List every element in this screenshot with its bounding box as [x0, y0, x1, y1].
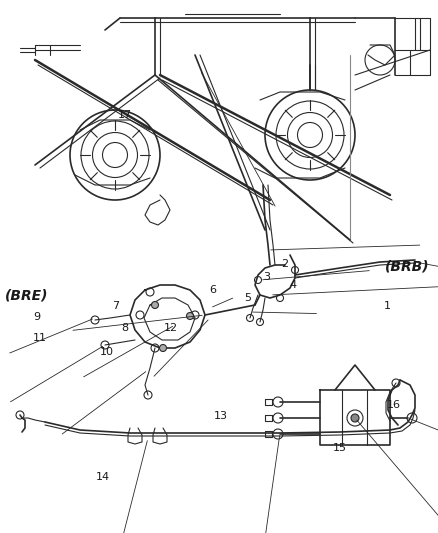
Text: 10: 10 [100, 347, 114, 357]
Text: 17: 17 [118, 110, 132, 119]
Text: (BRE): (BRE) [4, 289, 48, 303]
Text: 11: 11 [32, 334, 46, 343]
Text: 6: 6 [209, 286, 216, 295]
Circle shape [152, 302, 159, 309]
Circle shape [351, 414, 359, 422]
Text: 16: 16 [387, 400, 401, 410]
Text: 5: 5 [244, 294, 251, 303]
Text: 12: 12 [164, 323, 178, 333]
Text: 13: 13 [214, 411, 228, 421]
Circle shape [159, 344, 166, 351]
Text: 4: 4 [290, 280, 297, 290]
Text: 14: 14 [96, 472, 110, 482]
Text: 9: 9 [34, 312, 41, 322]
Circle shape [187, 312, 194, 319]
Text: 3: 3 [264, 272, 271, 282]
Text: 15: 15 [332, 443, 346, 453]
Text: (BRB): (BRB) [385, 260, 430, 273]
Text: 7: 7 [113, 302, 120, 311]
Text: 1: 1 [384, 302, 391, 311]
Text: 2: 2 [281, 259, 288, 269]
Text: 8: 8 [121, 323, 128, 333]
